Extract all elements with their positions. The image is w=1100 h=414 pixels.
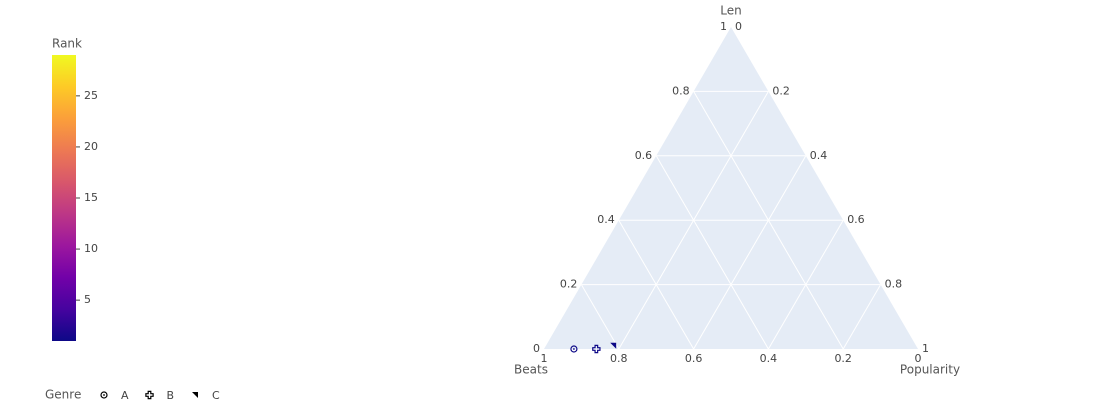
marker-dot [103, 394, 105, 396]
ternary-background [544, 27, 918, 349]
legend-symbol [192, 392, 198, 398]
marker [592, 344, 601, 354]
grid-line [618, 91, 769, 350]
a-axis-title: Len [720, 4, 741, 18]
b-tick-label: 0 [915, 352, 922, 365]
marker-cross [145, 390, 154, 400]
marker-ring [100, 391, 108, 399]
grid-line [580, 284, 620, 350]
colorbar-title: Rank [52, 37, 82, 51]
b-tick-label: 1 [541, 352, 548, 365]
c-tick-label: 0.2 [772, 84, 790, 97]
legend-label: C [212, 389, 220, 402]
a-tick-label: 1 [720, 20, 727, 33]
b-tick-label: 0.6 [685, 352, 703, 365]
b-axis-title: Beats [514, 363, 548, 377]
legend-symbol [145, 390, 154, 400]
marker-dot [573, 348, 575, 350]
b-tick-label: 0.4 [760, 352, 778, 365]
colorbar [52, 55, 76, 341]
marker [610, 342, 617, 349]
grid-line [693, 155, 807, 350]
colorbar-tick-label: 15 [84, 191, 98, 204]
marker-triangle [610, 342, 617, 349]
marker-ring [570, 345, 578, 353]
c-axis-title: Popularity [900, 363, 960, 377]
c-tick-label: 1 [922, 342, 929, 355]
marker [570, 345, 578, 353]
b-tick-label: 0.2 [834, 352, 852, 365]
c-tick-label: 0 [735, 20, 742, 33]
a-tick-label: 0.6 [635, 149, 653, 162]
c-tick-label: 0.6 [847, 213, 865, 226]
a-tick-label: 0 [533, 342, 540, 355]
legend-title: Genre [45, 388, 81, 402]
colorbar-tick-label: 25 [84, 89, 98, 102]
colorbar-tick-label: 20 [84, 140, 98, 153]
legend-label: A [121, 389, 129, 402]
colorbar-tick-label: 5 [84, 293, 91, 306]
legend-label: B [167, 389, 175, 402]
c-tick-label: 0.4 [810, 149, 828, 162]
c-tick-label: 0.8 [885, 278, 903, 291]
grid-line [655, 155, 769, 350]
a-tick-label: 0.2 [560, 278, 578, 291]
colorbar-tick-label: 10 [84, 242, 98, 255]
a-tick-label: 0.8 [672, 84, 690, 97]
legend-symbol [100, 391, 108, 399]
a-tick-label: 0.4 [597, 213, 615, 226]
marker-cross [592, 344, 601, 354]
marker-triangle [192, 392, 198, 398]
grid-line [767, 219, 844, 350]
b-tick-label: 0.8 [610, 352, 628, 365]
grid-line [842, 284, 882, 350]
